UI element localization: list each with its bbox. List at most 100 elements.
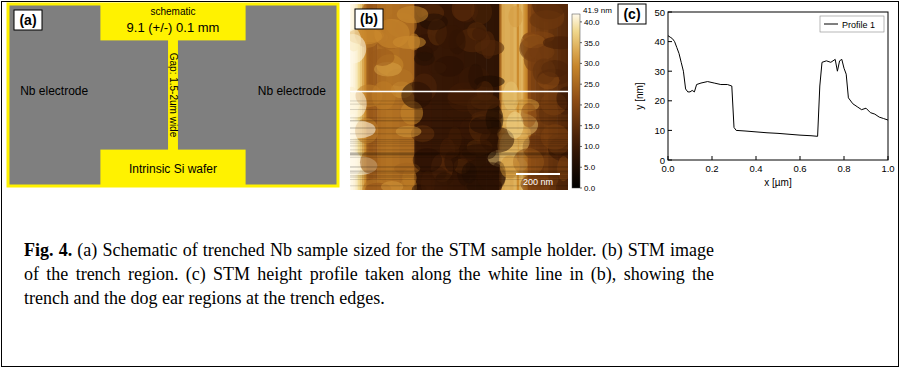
stm-image (350, 4, 568, 190)
scan-streak (350, 173, 568, 174)
scan-streak (350, 117, 568, 118)
legend-swatch (824, 24, 838, 25)
nb-electrode-area (8, 4, 338, 186)
colorbar-tick (580, 146, 582, 147)
profile-line (350, 91, 568, 93)
grain-texture (401, 82, 432, 109)
colorbar-tick (580, 125, 582, 126)
caption-text: (a) Schematic of trenched Nb sample size… (24, 240, 714, 308)
legend-box (820, 16, 884, 32)
electrode-label: Nb electrode (258, 84, 326, 98)
panel-label-box (355, 9, 383, 29)
x-tick-label: 0.8 (837, 163, 850, 174)
colorbar-tick-label: 25.0 (584, 80, 600, 89)
si-top-band (100, 4, 245, 40)
grain-texture (370, 49, 394, 66)
y-tick-label: 10 (654, 125, 665, 136)
colorbar-max-label: 41.9 nm (583, 6, 612, 15)
grain-texture (506, 111, 523, 138)
legend-label: Profile 1 (842, 20, 875, 30)
schematic: schematic9.1 (+/-) 0.1 mmNb electrodeNb … (8, 4, 338, 186)
colorbar-tick (580, 167, 582, 168)
y-tick (668, 12, 672, 13)
grain-texture (397, 6, 428, 24)
colorbar-tick (580, 188, 582, 189)
grain-texture (350, 121, 376, 139)
scan-streak (350, 109, 568, 110)
colorbar-tick (580, 104, 582, 105)
figure-panels: schematic9.1 (+/-) 0.1 mmNb electrodeNb … (0, 0, 900, 200)
scan-streak (350, 154, 568, 155)
x-axis-label: x [µm] (764, 177, 792, 188)
panel-label: (a) (14, 10, 42, 30)
scan-streak (350, 149, 568, 150)
x-tick-label: 1.0 (881, 163, 894, 174)
grain-texture (543, 36, 568, 49)
scan-streak (350, 141, 568, 142)
grain-texture (421, 171, 435, 190)
panel-label-text: (b) (360, 11, 378, 27)
panel-label-box (618, 4, 646, 24)
scan-streak (350, 128, 568, 129)
x-tick (888, 156, 889, 160)
scale-bar-label: 200 nm (523, 177, 553, 187)
plot-frame (668, 12, 888, 160)
colorbar (572, 14, 580, 188)
y-tick (668, 160, 672, 161)
y-tick (668, 71, 672, 72)
panel-label-text: (a) (19, 12, 36, 28)
profile-line-series (668, 36, 888, 137)
colorbar-tick-label: 5.0 (584, 163, 596, 172)
colorbar-tick-label: 40.0 (584, 18, 600, 27)
y-tick-label: 50 (654, 7, 665, 18)
substrate-label: Intrinsic Si wafer (129, 162, 217, 176)
colorbar-tick (580, 21, 582, 22)
grain-texture (467, 22, 487, 40)
scan-streak (350, 120, 568, 121)
scan-streak (350, 167, 568, 168)
caption: Fig. 4. (a) Schematic of trenched Nb sam… (24, 238, 714, 310)
scan-streak (350, 100, 568, 101)
x-tick (844, 156, 845, 160)
colorbar-tick-label: 0.0 (584, 184, 596, 193)
scan-streak (350, 166, 568, 167)
panel-label: (c) (618, 4, 646, 24)
x-tick-label: 0.6 (793, 163, 806, 174)
x-tick (756, 156, 757, 160)
profile-chart: 010203040500.00.20.40.60.81.0x [µm]y [nm… (634, 7, 895, 189)
colorbar-tick-label: 15.0 (584, 122, 600, 131)
scan-streak (350, 171, 568, 172)
colorbar-tick (580, 42, 582, 43)
panel-label: (b) (355, 9, 383, 29)
y-tick-label: 20 (654, 95, 665, 106)
grain-texture (508, 6, 522, 27)
scan-streak (350, 157, 568, 158)
scan-streak (350, 143, 568, 144)
scan-streak (350, 145, 568, 146)
dimension-label: 9.1 (+/-) 0.1 mm (127, 20, 220, 35)
x-tick-label: 0.2 (705, 163, 718, 174)
gap-label: Gap: 1.5-2um wide (168, 53, 179, 138)
electrode-label: Nb electrode (20, 84, 88, 98)
colorbar-tick-label: 20.0 (584, 101, 600, 110)
y-tick (668, 100, 672, 101)
scan-streak (350, 104, 568, 105)
y-tick-label: 30 (654, 66, 665, 77)
grain-texture (500, 156, 520, 179)
x-tick (800, 156, 801, 160)
grain-texture (533, 59, 556, 85)
grain-texture (556, 87, 568, 110)
colorbar-tick-label: 35.0 (584, 39, 600, 48)
panel-label-text: (c) (623, 6, 640, 22)
grain-texture (471, 94, 500, 109)
grain-texture (472, 27, 486, 40)
x-tick-label: 0.4 (749, 163, 762, 174)
y-tick (668, 130, 672, 131)
grain-texture (468, 64, 483, 90)
scan-streak (350, 153, 568, 154)
scan-streak (350, 170, 568, 171)
x-tick-label: 0.0 (661, 163, 674, 174)
grain-texture (503, 81, 519, 111)
scan-streak (350, 139, 568, 140)
plot-data (668, 36, 888, 137)
